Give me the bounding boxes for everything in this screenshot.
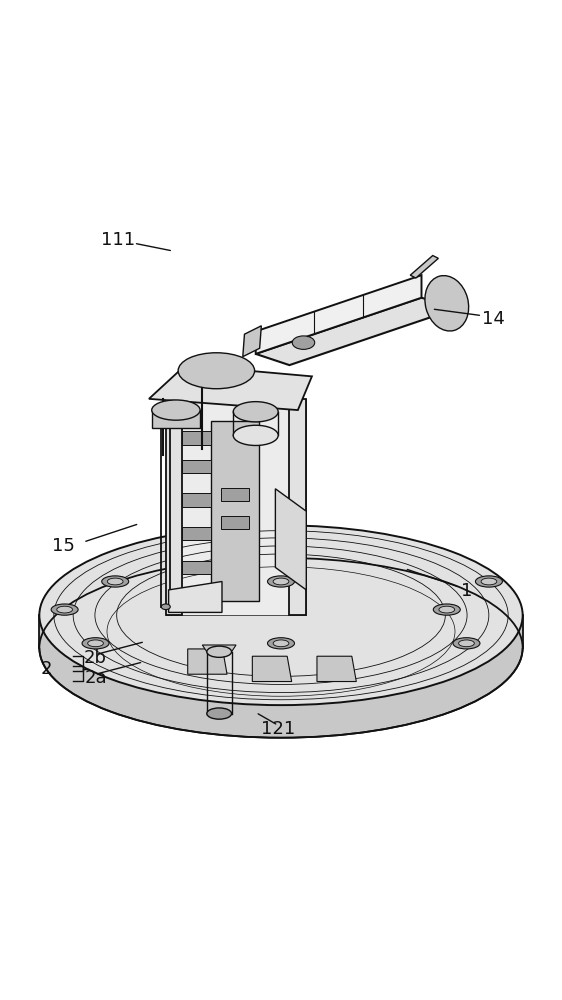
Text: 121: 121	[261, 720, 295, 738]
Polygon shape	[256, 298, 455, 365]
Ellipse shape	[273, 578, 289, 585]
Ellipse shape	[161, 404, 170, 410]
Ellipse shape	[57, 606, 72, 613]
Polygon shape	[182, 431, 211, 445]
Polygon shape	[182, 527, 211, 540]
Polygon shape	[166, 399, 182, 615]
Polygon shape	[149, 365, 312, 410]
Polygon shape	[188, 649, 227, 674]
Ellipse shape	[433, 604, 460, 615]
Text: 15: 15	[52, 537, 74, 555]
Ellipse shape	[107, 578, 123, 585]
Ellipse shape	[88, 640, 103, 647]
Ellipse shape	[161, 604, 170, 610]
Ellipse shape	[207, 708, 232, 719]
Polygon shape	[220, 516, 248, 529]
Ellipse shape	[51, 604, 78, 615]
Polygon shape	[220, 488, 248, 501]
Ellipse shape	[233, 402, 278, 422]
Polygon shape	[317, 656, 356, 682]
Text: 2b: 2b	[84, 649, 107, 667]
Polygon shape	[252, 656, 292, 682]
Ellipse shape	[268, 576, 294, 587]
Ellipse shape	[207, 646, 232, 657]
Polygon shape	[202, 645, 236, 652]
Ellipse shape	[233, 425, 278, 445]
Polygon shape	[169, 581, 222, 612]
Polygon shape	[182, 460, 211, 473]
Ellipse shape	[481, 578, 497, 585]
Ellipse shape	[178, 353, 255, 389]
Ellipse shape	[152, 400, 200, 420]
Text: 111: 111	[101, 231, 135, 249]
Ellipse shape	[459, 640, 474, 647]
Polygon shape	[410, 256, 438, 278]
Polygon shape	[211, 421, 259, 601]
Text: 1: 1	[461, 582, 472, 600]
Text: 14: 14	[482, 310, 505, 328]
Polygon shape	[256, 275, 422, 354]
Ellipse shape	[39, 525, 523, 705]
Text: 2a: 2a	[84, 669, 107, 687]
Polygon shape	[243, 326, 261, 357]
Polygon shape	[166, 399, 306, 615]
Ellipse shape	[82, 638, 109, 649]
Ellipse shape	[292, 336, 315, 349]
Ellipse shape	[273, 640, 289, 647]
Ellipse shape	[439, 606, 455, 613]
Ellipse shape	[102, 576, 129, 587]
Polygon shape	[182, 561, 211, 574]
Ellipse shape	[39, 558, 523, 738]
Polygon shape	[152, 410, 200, 428]
Ellipse shape	[475, 576, 502, 587]
Polygon shape	[182, 493, 211, 507]
Polygon shape	[39, 615, 523, 648]
Polygon shape	[275, 489, 306, 590]
Ellipse shape	[453, 638, 480, 649]
Ellipse shape	[268, 638, 294, 649]
Ellipse shape	[425, 276, 469, 331]
Polygon shape	[289, 399, 306, 615]
Text: 2: 2	[40, 660, 52, 678]
